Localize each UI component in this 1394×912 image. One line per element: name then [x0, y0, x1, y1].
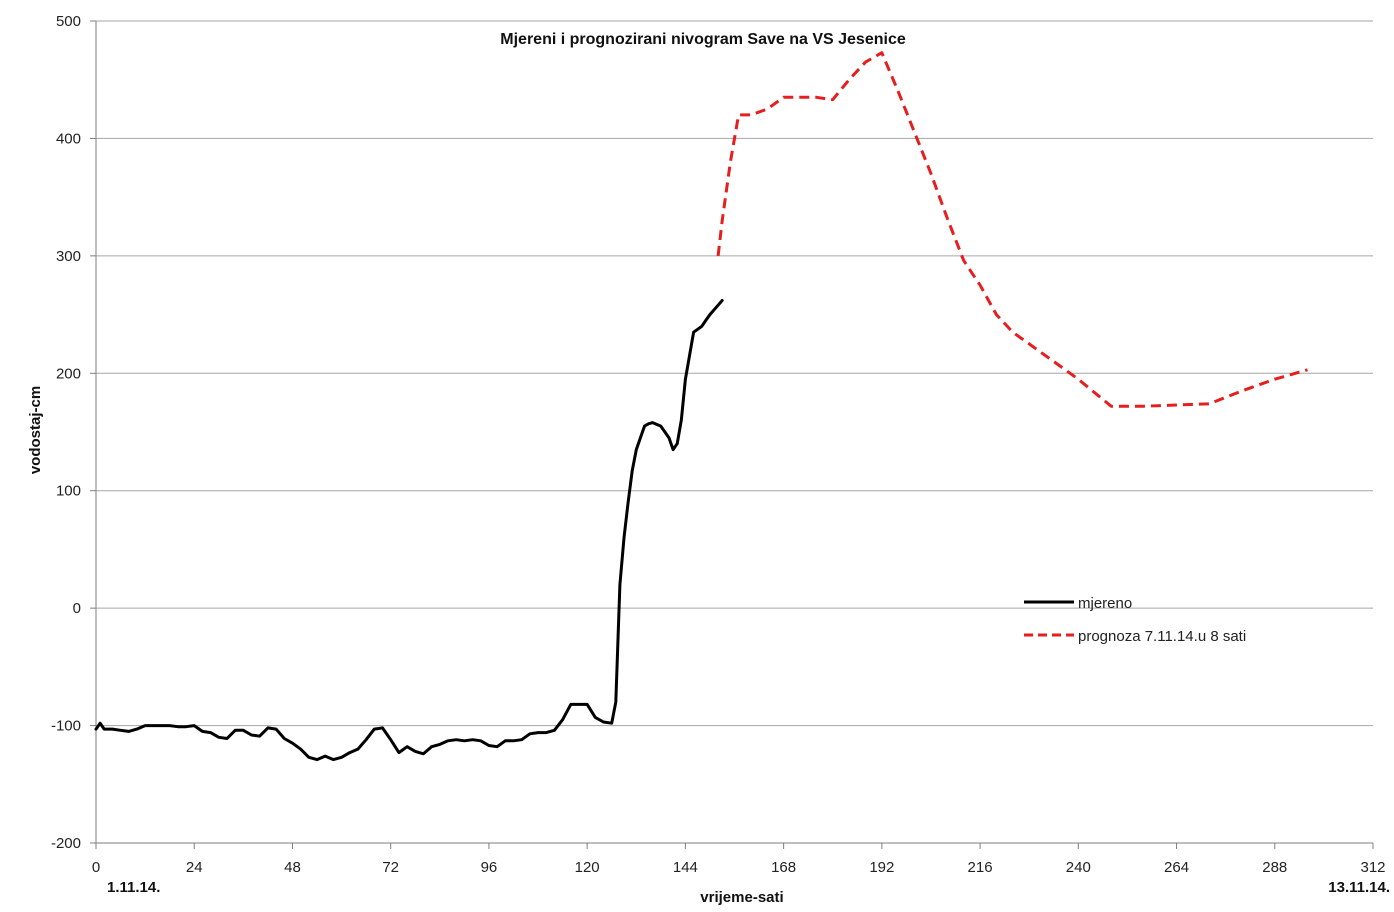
legend: mjereno prognoza 7.11.14.u 8 sati [1024, 595, 1246, 645]
x-tick-label: 264 [1164, 859, 1189, 876]
tick-labels: -200 -100 0 100 200 300 400 500 0 24 48 72 96 120 144 1… [51, 13, 1386, 876]
y-tick-label: -200 [51, 835, 81, 852]
legend-label-mjereno: mjereno [1078, 595, 1132, 612]
legend-label-prognoza: prognoza 7.11.14.u 8 sati [1078, 628, 1246, 645]
y-tick-label: 0 [73, 600, 81, 617]
series-line-prognoza [716, 51, 1308, 408]
y-tick-label: -100 [51, 718, 81, 735]
x-tick-label: 216 [968, 859, 993, 876]
x-tick-label: 240 [1066, 859, 1091, 876]
chart-title: Mjereni i prognozirani nivogram Save na … [500, 31, 906, 48]
x-tick-label: 144 [673, 859, 698, 876]
y-tick-label: 500 [56, 13, 81, 30]
axes [90, 20, 1374, 849]
y-tick-label: 200 [56, 365, 81, 382]
gridlines [96, 20, 1373, 844]
x-tick-label: 72 [382, 859, 399, 876]
y-axis-label: vodostaj-cm [27, 386, 44, 474]
y-tick-label: 400 [56, 130, 81, 147]
y-tick-label: 100 [56, 483, 81, 500]
x-tick-label: 168 [771, 859, 796, 876]
x-tick-label: 0 [92, 859, 100, 876]
x-axis-label: vrijeme-sati [700, 889, 783, 906]
x-tick-label: 288 [1262, 859, 1287, 876]
x-tick-label: 192 [869, 859, 894, 876]
x-tick-label: 96 [481, 859, 498, 876]
series-line-mjereno [94, 299, 724, 762]
series-lines [94, 51, 1308, 762]
x-tick-label: 48 [284, 859, 301, 876]
x-tick-label: 312 [1360, 859, 1385, 876]
x-tick-label: 24 [186, 859, 203, 876]
end-date-label: 13.11.14. [1328, 879, 1390, 896]
start-date-label: 1.11.14. [107, 879, 160, 896]
y-tick-label: 300 [56, 248, 81, 265]
x-tick-label: 120 [575, 859, 600, 876]
